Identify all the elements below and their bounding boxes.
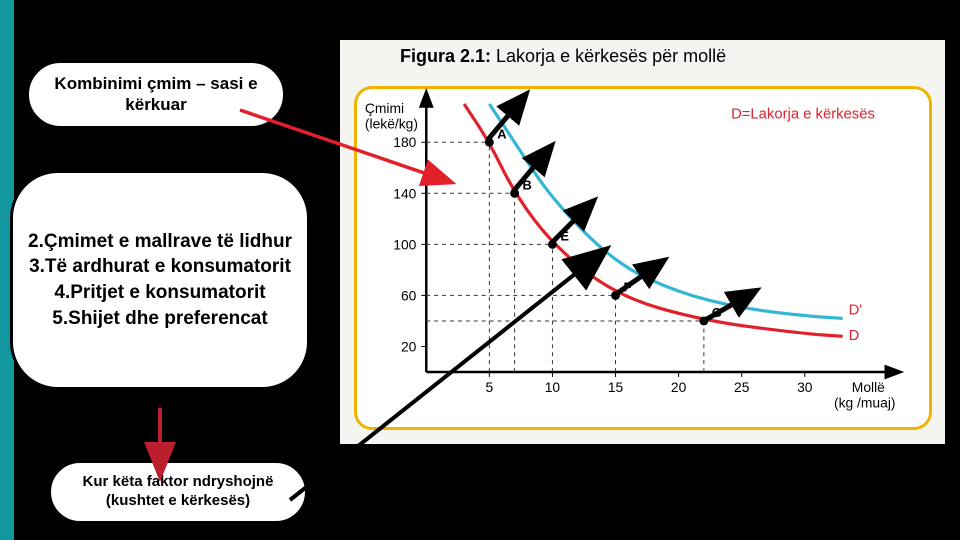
plot-frame: Çmimi(lekë/kg) Mollë(kg /muaj) 20 60 100 140 1…	[354, 86, 932, 430]
bubble-top-text: Kombinimi çmim – sasi e kërkuar	[54, 74, 257, 114]
svg-text:Çmimi(lekë/kg): Çmimi(lekë/kg)	[365, 100, 418, 132]
svg-text:60: 60	[401, 287, 417, 303]
plot-svg: Çmimi(lekë/kg) Mollë(kg /muaj) 20 60 100 140 1…	[357, 89, 929, 429]
bubble-top: Kombinimi çmim – sasi e kërkuar	[26, 60, 286, 129]
chart-title-prefix: Figura 2.1:	[400, 46, 491, 66]
svg-text:A: A	[497, 126, 506, 141]
bubble-bottom-text: Kur këta faktor ndryshojnë (kushtet e kë…	[83, 473, 274, 509]
svg-text:100: 100	[393, 236, 416, 252]
bubble-middle-text: 2.Çmimet e mallrave të lidhur 3.Të ardhu…	[28, 229, 292, 332]
svg-text:180: 180	[393, 134, 416, 150]
svg-text:140: 140	[393, 185, 416, 201]
bubble-middle: 2.Çmimet e mallrave të lidhur 3.Të ardhu…	[10, 170, 310, 390]
svg-text:Mollë(kg /muaj): Mollë(kg /muaj)	[834, 379, 896, 411]
svg-text:D: D	[849, 328, 860, 344]
svg-text:20: 20	[401, 338, 417, 354]
svg-text:5: 5	[486, 379, 494, 395]
svg-text:20: 20	[671, 379, 687, 395]
svg-text:G: G	[712, 305, 722, 320]
svg-text:B: B	[523, 177, 532, 192]
svg-text:D=Lakorja e kërkesës: D=Lakorja e kërkesës	[731, 107, 875, 123]
svg-text:D': D'	[849, 302, 863, 318]
svg-text:F: F	[623, 279, 631, 294]
chart-panel: Figura 2.1: Lakorja e kërkesës për mollë…	[340, 40, 945, 444]
svg-text:15: 15	[608, 379, 624, 395]
svg-text:E: E	[560, 228, 569, 243]
chart-title: Figura 2.1: Lakorja e kërkesës për mollë	[400, 46, 726, 67]
svg-text:25: 25	[734, 379, 750, 395]
bubble-bottom: Kur këta faktor ndryshojnë (kushtet e kë…	[48, 460, 308, 524]
svg-text:10: 10	[545, 379, 561, 395]
chart-title-rest: Lakorja e kërkesës për mollë	[491, 46, 726, 66]
svg-text:30: 30	[797, 379, 813, 395]
